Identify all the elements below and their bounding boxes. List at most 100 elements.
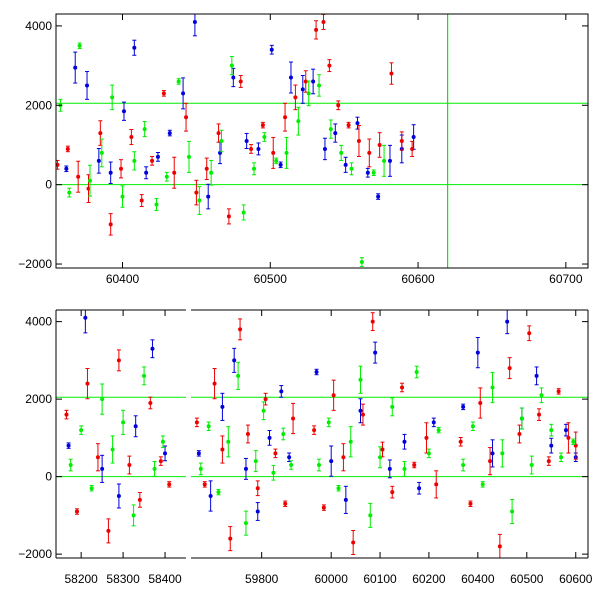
top-panel-data-point bbox=[346, 123, 351, 128]
bottom-panel-data-point bbox=[400, 385, 405, 390]
top-panel-data-point bbox=[65, 146, 70, 151]
bottom-panel-data-point bbox=[436, 428, 441, 433]
bottom-panel-data-point bbox=[167, 482, 172, 487]
top-panel-data-point bbox=[271, 150, 276, 155]
bottom-panel-data-point bbox=[142, 373, 147, 378]
bottom-panel-data-point bbox=[537, 412, 542, 417]
top-panel-data-point bbox=[241, 210, 246, 215]
bottom-panel-x-tick-label: 60200 bbox=[412, 572, 446, 586]
bottom-panel-data-point bbox=[402, 439, 407, 444]
top-panel-data-point bbox=[96, 158, 101, 163]
top-panel-y-tick-label: −2000 bbox=[18, 257, 52, 271]
top-panel-data-point bbox=[164, 174, 169, 179]
bottom-panel-data-point bbox=[228, 536, 233, 541]
top-panel-data-point bbox=[67, 190, 72, 195]
bottom-panel-data-point bbox=[312, 428, 317, 433]
bottom-panel-data-point bbox=[273, 451, 278, 456]
bottom-panel-data-point bbox=[137, 497, 142, 502]
bottom-panel-segment-plot-area bbox=[191, 318, 297, 552]
bottom-panel-data-point bbox=[480, 482, 485, 487]
bottom-panel-data-point bbox=[208, 494, 213, 498]
top-panel-data-point bbox=[229, 63, 234, 68]
top-panel-data-point bbox=[77, 43, 82, 48]
top-panel-data-point bbox=[300, 87, 305, 92]
top-panel-data-point bbox=[139, 198, 144, 203]
bottom-panel-data-point bbox=[368, 513, 373, 518]
top-panel-data-point bbox=[209, 170, 214, 175]
bottom-panel-data-point bbox=[497, 544, 502, 549]
top-panel-data-point bbox=[322, 146, 327, 151]
bottom-panel-data-point bbox=[534, 373, 539, 378]
top-panel-data-point bbox=[328, 127, 333, 132]
bottom-panel-data-point bbox=[74, 509, 79, 514]
bottom-panel-data-point bbox=[426, 451, 431, 456]
bottom-panel-segment-plot-area bbox=[56, 310, 186, 544]
bottom-panel-data-point bbox=[461, 463, 466, 467]
bottom-panel-y-tick-label: −2000 bbox=[18, 547, 52, 561]
top-panel-data-point bbox=[206, 194, 211, 199]
bottom-panel-data-point bbox=[267, 435, 272, 440]
top-panel-data-point bbox=[321, 19, 326, 24]
bottom-panel-data-point bbox=[505, 319, 510, 324]
bottom-panel-data-point bbox=[468, 501, 473, 506]
top-panel-frame bbox=[55, 13, 589, 269]
top-panel-data-point bbox=[311, 79, 316, 84]
bottom-panel-data-point bbox=[245, 432, 250, 436]
bottom-panel-data-point bbox=[279, 389, 284, 394]
top-panel-data-point bbox=[87, 178, 92, 183]
top-panel-data-point bbox=[284, 150, 289, 155]
bottom-panel-data-point bbox=[336, 486, 341, 491]
top-panel-y-tick-label: 2000 bbox=[25, 98, 52, 112]
top-panel-x-tick-label: 60700 bbox=[549, 272, 583, 286]
bottom-panel-data-point bbox=[417, 486, 422, 491]
top-panel-data-point bbox=[184, 115, 189, 120]
bottom-panel-data-point bbox=[402, 466, 407, 471]
top-panel-data-point bbox=[132, 158, 137, 163]
bottom-panel-data-point bbox=[220, 404, 225, 409]
bottom-panel-data-point bbox=[263, 397, 268, 402]
top-panel-plot-area bbox=[56, 14, 588, 268]
top-panel-data-point bbox=[110, 95, 115, 100]
bottom-panel-data-point bbox=[148, 401, 153, 405]
top-panel-data-point bbox=[317, 83, 322, 88]
top-panel-data-point bbox=[343, 162, 348, 167]
bottom-panel-data-point bbox=[458, 439, 463, 444]
top-panel-x-tick-label: 60600 bbox=[401, 272, 435, 286]
top-panel-data-point bbox=[144, 170, 149, 175]
bottom-panel-data-point bbox=[121, 420, 126, 425]
top-panel-data-point bbox=[150, 158, 155, 163]
bottom-panel-axis-break-gap bbox=[186, 309, 191, 559]
bottom-panel-data-point bbox=[412, 463, 417, 467]
top-panel-data-point bbox=[73, 65, 78, 70]
top-panel-data-point bbox=[278, 162, 283, 167]
bottom-panel-data-point bbox=[490, 385, 495, 390]
top-panel-data-point bbox=[64, 166, 69, 171]
top-panel-data-point bbox=[327, 63, 332, 68]
bottom-panel-data-point bbox=[475, 350, 480, 355]
top-panel-data-point bbox=[376, 194, 381, 199]
bottom-panel-data-point bbox=[434, 482, 439, 487]
bottom-panel-data-point bbox=[329, 459, 334, 464]
top-panel-data-point bbox=[187, 154, 191, 159]
top-panel-data-point bbox=[306, 91, 311, 96]
bottom-panel-data-point bbox=[358, 377, 363, 382]
bottom-panel-data-point bbox=[158, 459, 163, 464]
top-panel-data-point bbox=[155, 154, 160, 159]
bottom-panel-data-point bbox=[370, 319, 375, 324]
bottom-panel-data-point bbox=[546, 459, 551, 464]
top-panel-data-point bbox=[120, 194, 125, 199]
bottom-panel-data-point bbox=[106, 528, 111, 533]
bottom-panel-data-point bbox=[373, 350, 378, 355]
bottom-panel-data-point bbox=[196, 451, 201, 456]
bottom-panel-data-point bbox=[571, 439, 576, 444]
top-panel-data-point bbox=[296, 119, 301, 124]
bottom-panel-data-point bbox=[66, 443, 71, 448]
bottom-panel-x-tick-label: 58300 bbox=[106, 572, 140, 586]
bottom-panel-data-point bbox=[519, 416, 524, 421]
bottom-panel-data-point bbox=[360, 412, 365, 417]
bottom-panel-data-point bbox=[517, 432, 522, 436]
top-panel-data-point bbox=[172, 170, 177, 175]
bottom-panel-data-point bbox=[314, 370, 319, 374]
top-panel-data-point bbox=[252, 166, 257, 171]
